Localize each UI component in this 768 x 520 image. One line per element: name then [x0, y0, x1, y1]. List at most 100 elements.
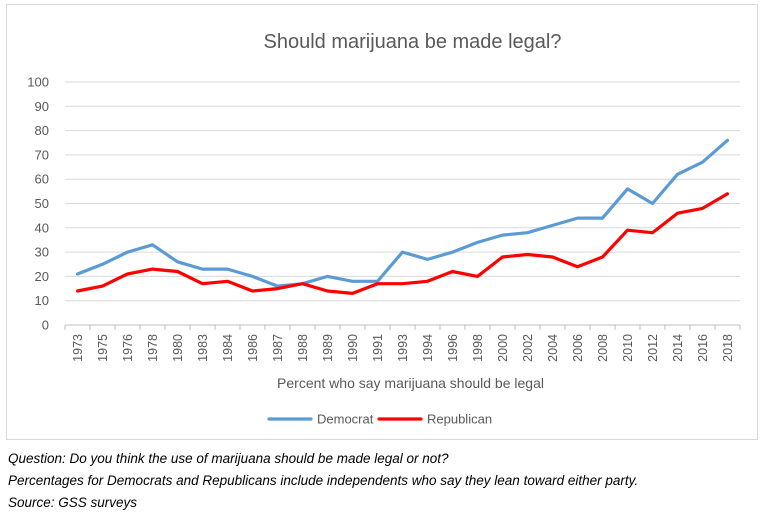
- x-tick-label: 1996: [446, 334, 460, 362]
- x-tick-label: 1993: [396, 334, 410, 362]
- data-point-republican: [476, 275, 479, 278]
- x-tick-label: 1975: [96, 334, 110, 362]
- data-point-republican: [251, 289, 254, 293]
- data-point-republican: [201, 282, 204, 285]
- data-point-republican: [326, 289, 329, 293]
- x-tick-label: 1987: [271, 334, 285, 362]
- x-tick-label: 2018: [721, 334, 735, 362]
- data-point-democrat: [526, 231, 529, 234]
- x-tick-label: 1986: [246, 334, 260, 362]
- data-point-democrat: [451, 250, 454, 254]
- y-tick-label: 70: [35, 147, 49, 162]
- x-tick-label: 2004: [546, 334, 560, 362]
- data-point-democrat: [201, 267, 204, 271]
- data-point-democrat: [401, 250, 404, 254]
- y-tick-label: 40: [35, 220, 49, 235]
- data-point-democrat: [501, 233, 504, 237]
- x-tick-label: 2006: [571, 334, 585, 362]
- data-point-democrat: [276, 284, 279, 288]
- data-point-democrat: [251, 275, 254, 278]
- data-point-republican: [351, 292, 354, 295]
- data-point-republican: [376, 282, 379, 285]
- data-point-democrat: [476, 241, 479, 244]
- data-point-democrat: [101, 263, 104, 266]
- data-point-democrat: [651, 202, 654, 205]
- x-tick-label: 2010: [621, 334, 635, 362]
- y-tick-label: 90: [35, 99, 49, 114]
- data-point-republican: [101, 284, 104, 288]
- data-point-democrat: [701, 160, 704, 164]
- y-tick-label: 10: [35, 293, 49, 308]
- data-point-democrat: [151, 243, 154, 247]
- chart-notes: Question: Do you think the use of mariju…: [8, 448, 764, 514]
- data-point-republican: [726, 192, 729, 195]
- y-tick-label: 20: [35, 269, 49, 284]
- question-note: Question: Do you think the use of mariju…: [8, 451, 449, 466]
- independents-note: Percentages for Democrats and Republican…: [8, 473, 639, 488]
- data-point-republican: [501, 255, 504, 259]
- source-note: Source: GSS surveys: [8, 495, 138, 510]
- x-tick-label: 2008: [596, 334, 610, 362]
- chart-frame: Should marijuana be made legal? 0 10 20 30 40…: [6, 4, 758, 440]
- x-tick-label: 1976: [121, 334, 135, 362]
- x-tick-label: 1984: [221, 334, 235, 362]
- x-tick-label: 1988: [296, 334, 310, 362]
- y-tick-label: 60: [35, 172, 49, 187]
- y-tick-label: 30: [35, 245, 49, 260]
- data-point-democrat: [726, 139, 729, 142]
- data-point-republican: [601, 255, 604, 259]
- data-point-republican: [626, 229, 629, 232]
- data-point-republican: [451, 270, 454, 273]
- data-point-republican: [76, 289, 79, 293]
- data-point-republican: [426, 280, 429, 283]
- x-tick-label: 1991: [371, 334, 385, 362]
- data-point-democrat: [326, 275, 329, 278]
- legend-label-republican: Republican: [427, 412, 492, 427]
- x-tick-label: 1998: [471, 334, 485, 362]
- x-tick-label: 2014: [671, 334, 685, 362]
- series-line-republican: [75, 192, 730, 295]
- x-tick-label: 2012: [646, 334, 660, 362]
- x-tick-label: 1989: [321, 334, 335, 362]
- data-point-democrat: [551, 224, 554, 227]
- data-point-republican: [526, 253, 529, 256]
- x-tick-label: 2016: [696, 334, 710, 362]
- data-point-republican: [226, 280, 229, 283]
- x-axis-title: Percent who say marijuana should be lega…: [277, 375, 544, 391]
- data-point-republican: [576, 265, 579, 268]
- data-point-republican: [676, 212, 679, 215]
- chart-title: Should marijuana be made legal?: [264, 31, 562, 53]
- x-tick-label: 1990: [346, 334, 360, 362]
- data-point-democrat: [576, 216, 579, 220]
- x-tick-label: 1973: [71, 334, 85, 362]
- x-tick-label: 1994: [421, 334, 435, 362]
- data-point-democrat: [76, 272, 79, 276]
- line-chart: Should marijuana be made legal? 0 10 20 30 40…: [27, 31, 741, 427]
- data-point-democrat: [176, 260, 179, 264]
- data-point-republican: [701, 207, 704, 210]
- data-point-democrat: [376, 280, 379, 283]
- data-point-republican: [176, 270, 179, 273]
- data-point-democrat: [426, 258, 429, 261]
- data-point-republican: [276, 287, 279, 290]
- data-point-republican: [651, 231, 654, 234]
- y-tick-label: 0: [42, 318, 49, 333]
- y-tick-label: 100: [27, 75, 49, 90]
- y-tick-label: 80: [35, 123, 49, 138]
- data-point-democrat: [226, 267, 229, 271]
- data-point-republican: [301, 282, 304, 285]
- data-point-democrat: [601, 216, 604, 220]
- x-tick-label: 1978: [146, 334, 160, 362]
- series-line-democrat: [75, 138, 730, 288]
- data-point-democrat: [626, 187, 629, 191]
- y-tick-label: 50: [35, 196, 49, 211]
- x-tick-label: 2002: [521, 334, 535, 362]
- x-tick-label: 1983: [196, 334, 210, 362]
- data-point-republican: [126, 272, 129, 276]
- x-tick-label: 2000: [496, 334, 510, 362]
- data-point-republican: [401, 282, 404, 285]
- data-point-republican: [151, 267, 154, 271]
- legend-label-democrat: Democrat: [317, 412, 374, 427]
- data-point-republican: [551, 255, 554, 259]
- data-point-democrat: [126, 250, 129, 254]
